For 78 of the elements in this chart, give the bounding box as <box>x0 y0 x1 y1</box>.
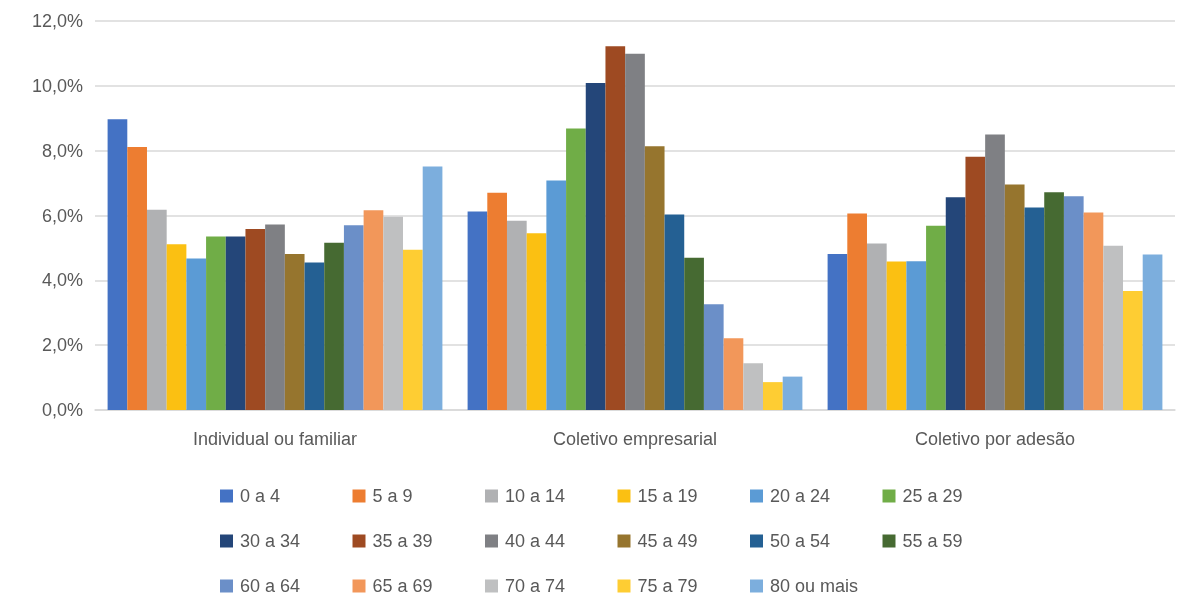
y-tick-label: 10,0% <box>31 75 83 96</box>
legend-label: 30 a 34 <box>240 531 301 551</box>
y-tick-label: 2,0% <box>41 335 83 356</box>
bar <box>723 338 744 410</box>
bar <box>526 233 547 410</box>
bar <box>146 209 167 410</box>
bar <box>107 119 128 410</box>
bar <box>664 214 685 410</box>
bar <box>1063 196 1084 410</box>
legend-label: 45 a 49 <box>637 531 698 551</box>
bar <box>782 376 803 410</box>
bar <box>546 180 567 410</box>
bar <box>906 261 927 410</box>
legend-label: 25 a 29 <box>902 486 963 506</box>
bar <box>1123 291 1143 410</box>
legend-label: 20 a 24 <box>770 486 831 506</box>
bar <box>866 243 887 410</box>
bar <box>284 254 305 410</box>
legend-label: 60 a 64 <box>240 576 301 596</box>
bar <box>985 134 1005 410</box>
bar <box>644 146 665 410</box>
legend-label: 15 a 19 <box>637 486 698 506</box>
bar <box>926 225 946 410</box>
bar <box>1142 254 1163 410</box>
y-tick-label: 4,0% <box>41 270 83 291</box>
legend-label: 80 ou mais <box>770 576 859 596</box>
bar <box>304 262 325 410</box>
bar <box>566 128 586 410</box>
y-tick-label: 6,0% <box>41 205 83 226</box>
legend-label: 50 a 54 <box>770 531 831 551</box>
legend-label: 35 a 39 <box>372 531 433 551</box>
bar <box>703 304 724 410</box>
legend-label: 55 a 59 <box>902 531 963 551</box>
bar <box>625 53 645 410</box>
bar <box>1004 184 1025 410</box>
bar <box>422 166 443 410</box>
legend-label: 65 a 69 <box>372 576 433 596</box>
legend-label: 40 a 44 <box>505 531 566 551</box>
bar <box>127 147 147 410</box>
bar <box>1044 192 1064 410</box>
bar <box>225 236 246 410</box>
bar <box>684 257 704 410</box>
bar <box>886 261 907 410</box>
bar <box>363 210 384 410</box>
bar <box>585 82 606 410</box>
legend-label: 70 a 74 <box>505 576 566 596</box>
bar <box>945 197 966 410</box>
bar <box>166 244 187 410</box>
bar <box>487 192 507 410</box>
legend-label: 10 a 14 <box>505 486 566 506</box>
legend-label: 75 a 79 <box>637 576 698 596</box>
bar <box>467 211 488 410</box>
x-tick-label: Coletivo por adesão <box>914 429 1076 449</box>
bar <box>1103 245 1124 410</box>
bar <box>343 225 364 410</box>
bar <box>763 382 783 410</box>
bar <box>847 213 867 410</box>
bar <box>206 236 226 410</box>
bar <box>403 249 423 410</box>
bar <box>265 224 285 410</box>
y-tick-label: 8,0% <box>41 140 83 161</box>
legend-label: 5 a 9 <box>372 486 413 506</box>
y-tick-label: 12,0% <box>31 11 83 31</box>
bar <box>383 216 404 410</box>
bar <box>324 242 344 410</box>
bar <box>245 229 266 410</box>
y-tick-label: 0,0% <box>41 400 83 420</box>
bar <box>965 156 986 410</box>
bar <box>186 258 207 410</box>
x-tick-label: Coletivo empresarial <box>552 429 718 449</box>
bar <box>827 254 848 410</box>
bar <box>1024 207 1045 410</box>
bar <box>743 363 764 410</box>
bar <box>506 220 527 410</box>
bar <box>1083 212 1104 410</box>
x-tick-label: Individual ou familiar <box>192 429 358 449</box>
bar <box>605 46 626 410</box>
legend-label: 0 a 4 <box>240 486 281 506</box>
